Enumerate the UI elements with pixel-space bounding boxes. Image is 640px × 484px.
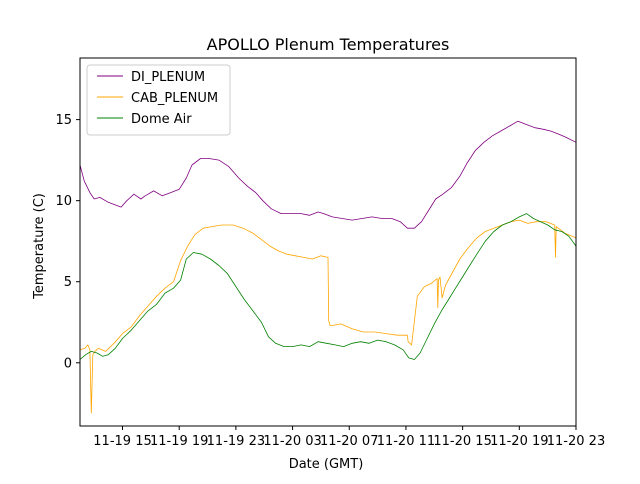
x-tick-label: 11-20 15 [433,434,491,449]
x-tick-label: 11-20 23 [547,434,605,449]
series-line-cab-plenum [79,219,577,414]
x-tick-label: 11-19 15 [93,434,151,449]
series-line-dome-air [79,213,577,360]
legend-label: DI_PLENUM [131,70,205,85]
x-tick-label: 11-19 23 [207,434,265,449]
y-axis-label: Temperature (C) [32,193,47,300]
y-tick-label: 10 [55,194,72,209]
x-tick-label: 11-20 11 [377,434,435,449]
legend-label: Dome Air [131,112,192,127]
x-tick-label: 11-20 07 [320,434,378,449]
y-tick-label: 0 [64,356,72,371]
y-tick-label: 5 [64,275,72,290]
y-tick-label: 15 [55,113,72,128]
chart-title: APOLLO Plenum Temperatures [207,35,450,54]
axes-frame [79,57,577,427]
series-line-di-plenum [79,120,577,229]
legend-label: CAB_PLENUM [131,91,218,106]
x-axis-label: Date (GMT) [289,457,364,472]
x-tick-label: 11-19 19 [150,434,208,449]
legend: DI_PLENUM CAB_PLENUM Dome Air [86,64,231,136]
x-tick-label: 11-20 03 [263,434,321,449]
x-tick-label: 11-20 19 [490,434,548,449]
